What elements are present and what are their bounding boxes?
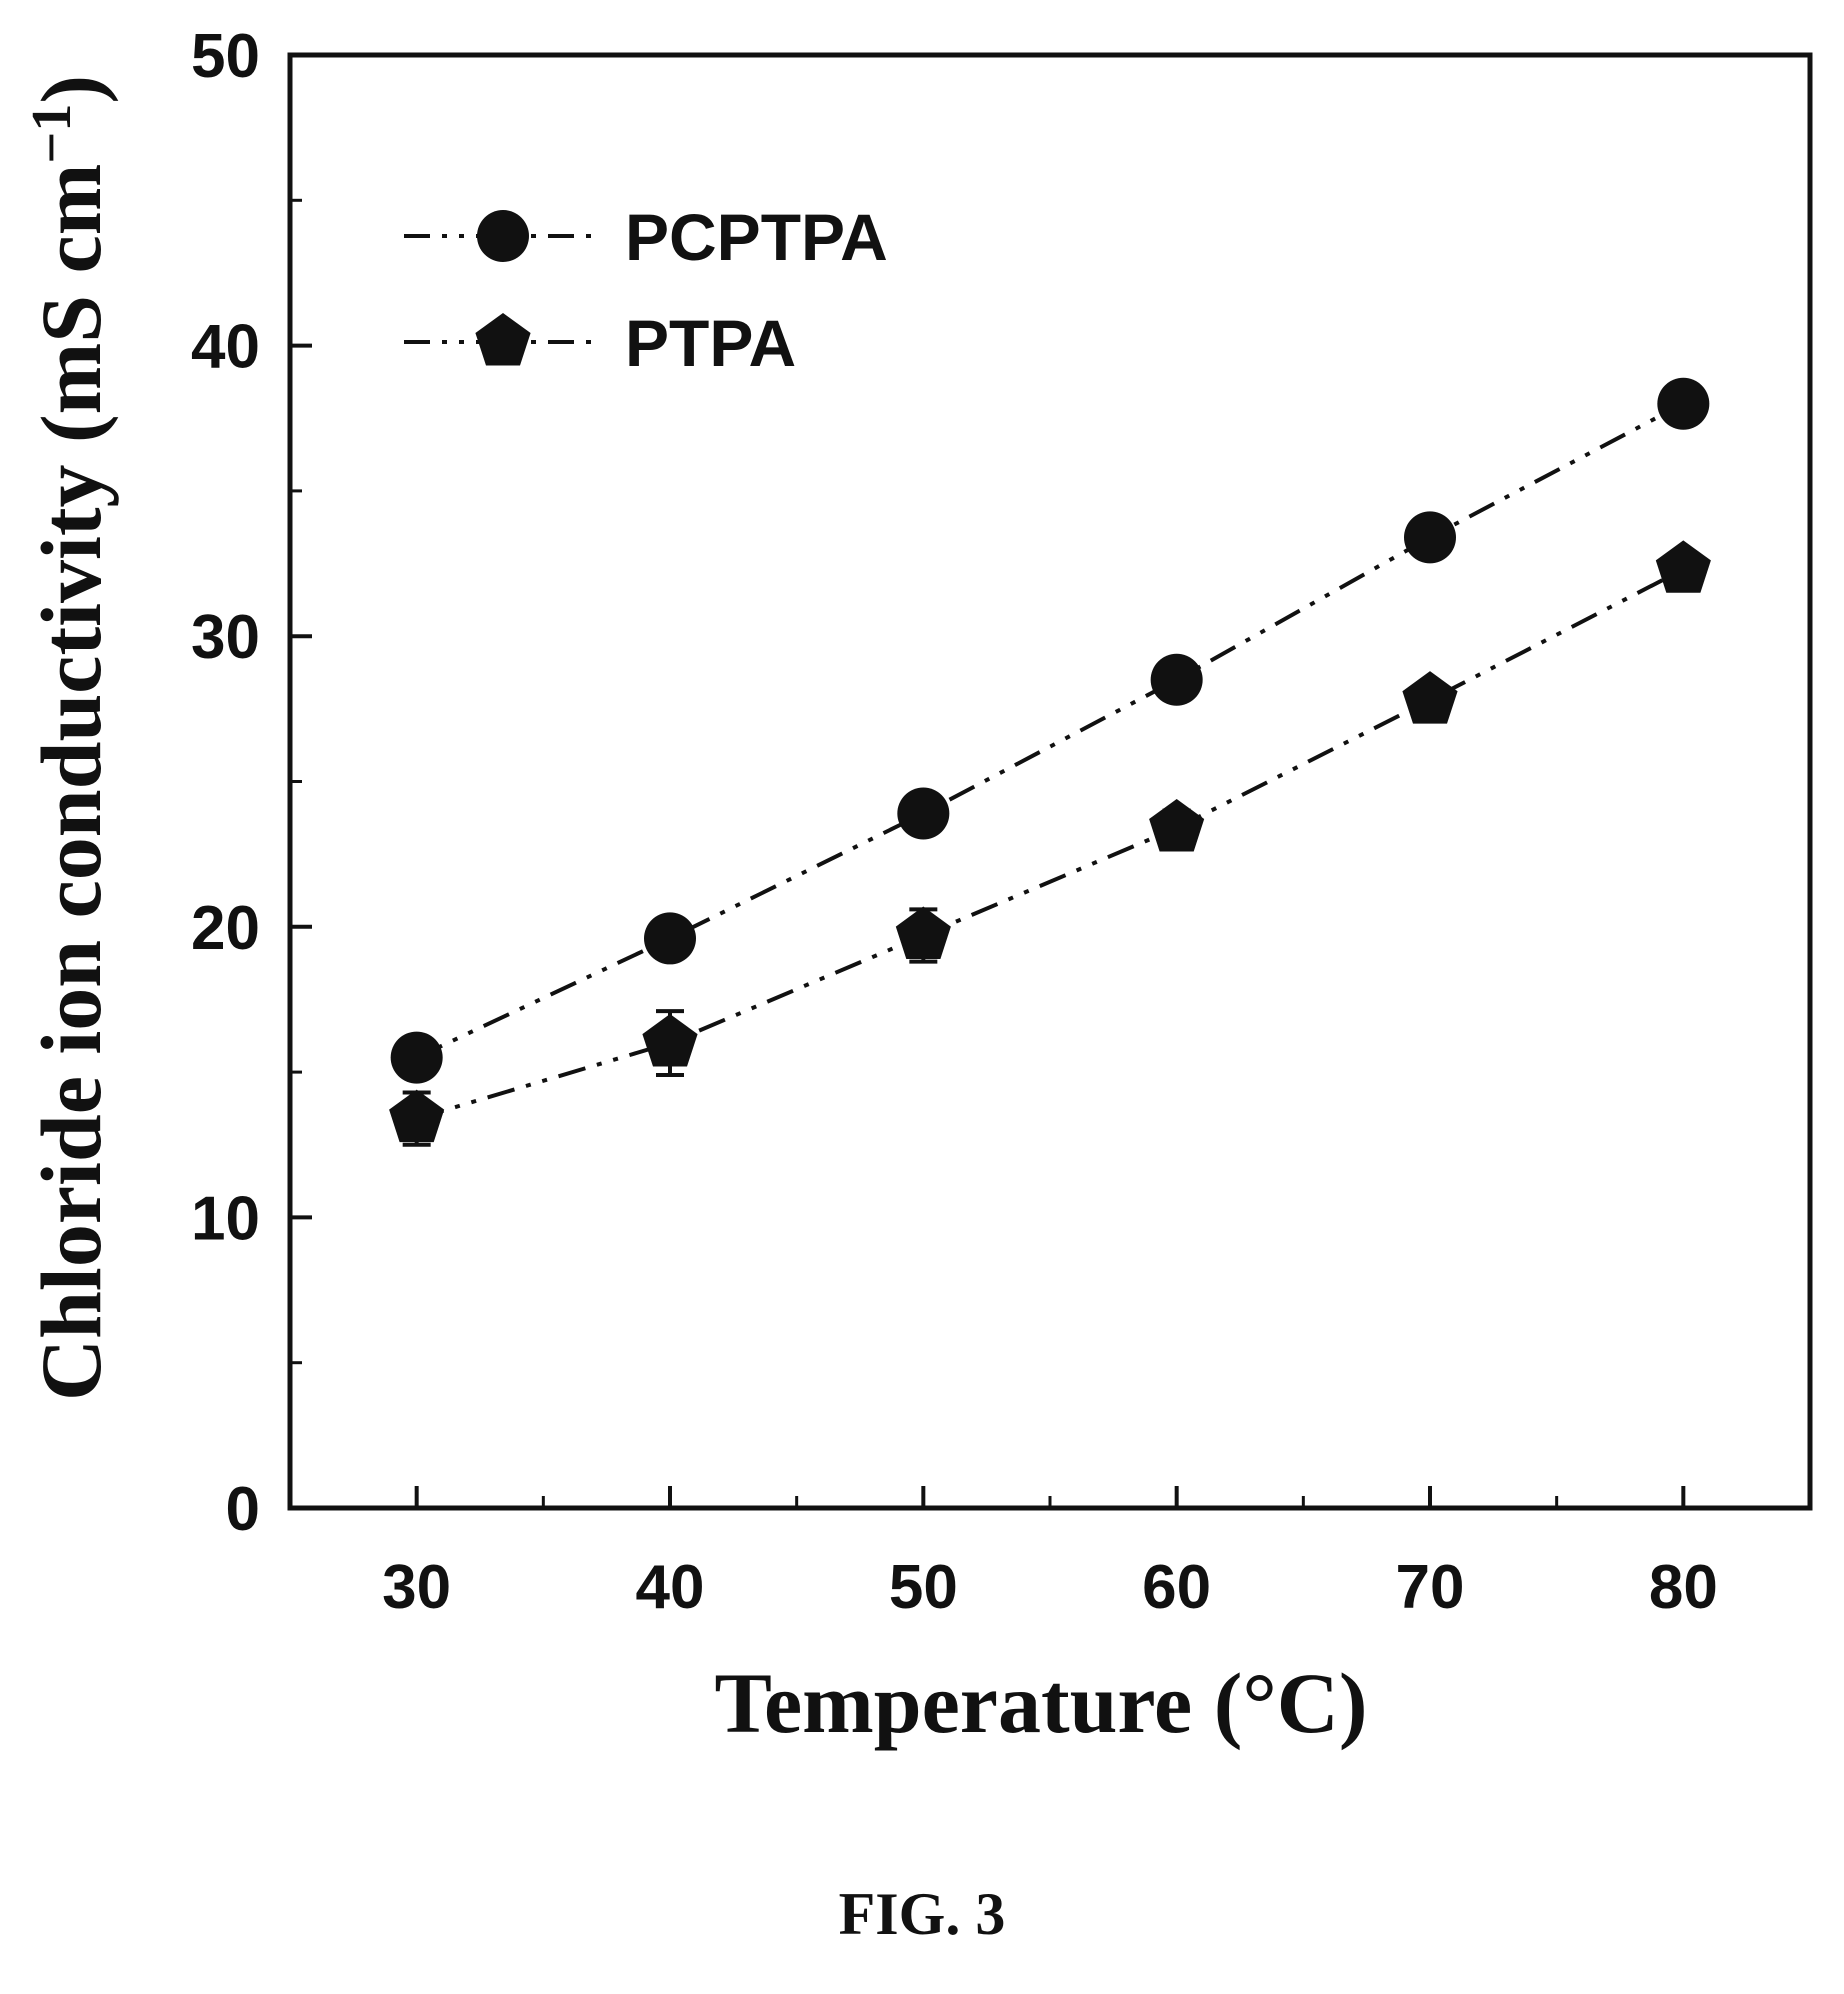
data-point (1150, 653, 1203, 706)
x-tick-label: 30 (382, 1553, 451, 1622)
series-line (416, 567, 1685, 1121)
y-tick-label: 30 (191, 603, 260, 672)
legend-marker (475, 313, 531, 366)
data-point (642, 1014, 698, 1067)
figure-caption: FIG. 3 (838, 1881, 1006, 1947)
series-ptpa (389, 540, 1711, 1147)
data-point (1655, 540, 1711, 593)
x-axis-title: Temperature (°C) (715, 1655, 1368, 1751)
x-tick-label: 60 (1142, 1553, 1211, 1622)
series-pcptpa (390, 377, 1710, 1084)
data-point (389, 1089, 445, 1143)
legend-marker (477, 210, 529, 262)
data-point (895, 906, 951, 959)
x-tick-label: 70 (1396, 1553, 1465, 1622)
data-point (1402, 671, 1458, 724)
legend-entry-ptpa: PTPA (404, 306, 796, 380)
axis-ticks: 30 40 50 60 70 80 0 10 20 30 40 50 (191, 22, 1718, 1622)
y-tick-label: 40 (191, 313, 260, 382)
y-tick-label: 10 (191, 1184, 260, 1253)
series-layer (389, 377, 1711, 1147)
data-point (1404, 511, 1456, 564)
data-point (644, 912, 696, 965)
axes (287, 52, 1813, 1511)
x-tick-label: 80 (1649, 1553, 1718, 1622)
y-tick-label: 20 (191, 894, 260, 963)
plot-frame (287, 52, 1813, 1511)
y-axis-title-close: ) (23, 75, 119, 104)
y-axis-title-main: Chloride ion conductivity (mS cm (23, 164, 119, 1401)
legend-label: PTPA (625, 306, 796, 380)
data-point (1149, 799, 1205, 852)
data-point (390, 1031, 443, 1084)
data-point (897, 787, 950, 840)
y-tick-label: 50 (191, 22, 260, 91)
legend-label: PCPTPA (625, 200, 888, 274)
x-tick-label: 50 (889, 1553, 958, 1622)
x-tick-label: 40 (636, 1553, 705, 1622)
y-tick-label: 0 (226, 1475, 260, 1544)
legend-entry-pcptpa: PCPTPA (404, 200, 888, 274)
y-axis-title: Chloride ion conductivity (mS cm−1) (21, 75, 119, 1401)
legend: PCPTPA PTPA (404, 200, 888, 380)
series-line (415, 401, 1685, 1060)
y-axis-title-superscript: −1 (21, 104, 83, 164)
data-point (1657, 377, 1710, 430)
